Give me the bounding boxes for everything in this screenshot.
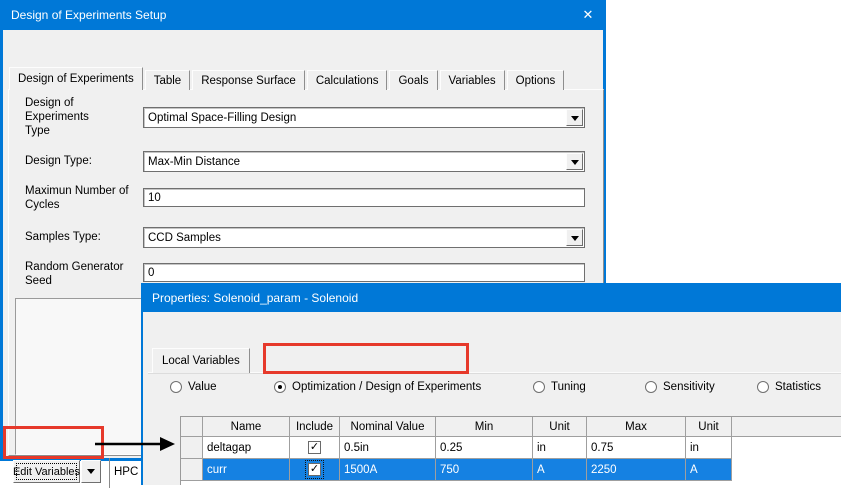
radio-tuning-label: Tuning — [551, 381, 586, 393]
doe-dialog-title: Design of Experiments Setup — [11, 8, 167, 22]
doe-type-value: Optimal Space-Filling Design — [148, 111, 297, 124]
tab-design-of-experiments[interactable]: Design of Experiments — [9, 67, 143, 90]
cell-nominal[interactable]: 1500A — [340, 459, 436, 481]
header-selector — [181, 417, 203, 437]
header-unit-max: Unit — [686, 417, 732, 437]
table-header-row: Name Include Nominal Value Min Unit Max … — [181, 417, 841, 437]
tab-options[interactable]: Options — [506, 70, 565, 90]
properties-dialog-body: Local Variables Value Optimization / Des… — [143, 312, 841, 485]
close-icon: ✕ — [582, 7, 594, 22]
radio-selected-icon — [274, 381, 286, 393]
cell-min[interactable]: 750 — [436, 459, 533, 481]
properties-dialog: Properties: Solenoid_param - Solenoid Lo… — [141, 283, 841, 485]
radio-optimization-doe[interactable]: Optimization / Design of Experiments — [274, 381, 481, 393]
properties-dialog-titlebar[interactable]: Properties: Solenoid_param - Solenoid — [141, 283, 841, 312]
doe-dialog-titlebar[interactable]: Design of Experiments Setup — [0, 0, 606, 30]
samples-type-combobox[interactable]: CCD Samples — [143, 227, 585, 248]
tab-variables[interactable]: Variables — [439, 70, 505, 90]
close-button[interactable]: ✕ — [576, 4, 600, 26]
cell-unit-min[interactable]: in — [533, 437, 587, 459]
cell-unit-min[interactable]: A — [533, 459, 587, 481]
samples-type-value: CCD Samples — [148, 231, 221, 244]
doe-type-label: Design of Experiments Type — [25, 97, 89, 137]
radio-icon — [645, 381, 657, 393]
header-nominal-value: Nominal Value — [340, 417, 436, 437]
radio-sensitivity[interactable]: Sensitivity — [645, 381, 715, 393]
radio-icon — [170, 381, 182, 393]
tab-local-variables[interactable]: Local Variables — [152, 348, 250, 373]
random-seed-input[interactable]: 0 — [143, 263, 585, 282]
header-unit-min: Unit — [533, 417, 587, 437]
cell-include[interactable]: ✓ — [290, 437, 340, 459]
dropdown-arrow-icon[interactable] — [566, 229, 583, 246]
dropdown-arrow-icon[interactable] — [566, 153, 583, 170]
max-cycles-label: Maximun Number of Cycles — [25, 185, 129, 211]
radio-sensitivity-label: Sensitivity — [663, 381, 715, 393]
radio-value[interactable]: Value — [170, 381, 217, 393]
radio-icon — [757, 381, 769, 393]
checkbox-checked-icon[interactable]: ✓ — [308, 441, 321, 454]
tab-goals[interactable]: Goals — [389, 70, 438, 90]
radio-optimization-label: Optimization / Design of Experiments — [292, 381, 482, 393]
cell-max[interactable]: 0.75 — [587, 437, 686, 459]
tab-table[interactable]: Table — [144, 70, 191, 90]
cell-unit-max[interactable]: in — [686, 437, 732, 459]
cell-name[interactable]: deltagap — [203, 437, 290, 459]
design-type-combobox[interactable]: Max-Min Distance — [143, 151, 585, 172]
design-type-label: Design Type: — [25, 155, 92, 167]
table-row-curr[interactable]: curr ✓ 1500A 750 A 2250 A — [181, 459, 841, 481]
tab-response-surface[interactable]: Response Surface — [192, 70, 305, 90]
highlight-rectangle-edit-variables — [3, 426, 104, 459]
edit-variables-splitbutton: Edit Variables — [13, 460, 101, 483]
random-seed-value: 0 — [148, 266, 155, 279]
table-row-deltagap[interactable]: deltagap ✓ 0.5in 0.25 in 0.75 in — [181, 437, 841, 459]
variables-table: Name Include Nominal Value Min Unit Max … — [180, 416, 841, 485]
design-type-value: Max-Min Distance — [148, 155, 241, 168]
radio-icon — [533, 381, 545, 393]
dropdown-arrow-icon[interactable] — [566, 109, 583, 126]
cell-min[interactable]: 0.25 — [436, 437, 533, 459]
cell-max[interactable]: 2250 — [587, 459, 686, 481]
properties-dialog-title: Properties: Solenoid_param - Solenoid — [152, 290, 359, 305]
radio-tuning[interactable]: Tuning — [533, 381, 586, 393]
doe-tabstrip: Design of Experiments Table Response Sur… — [9, 67, 566, 90]
radio-statistics[interactable]: Statistics — [757, 381, 821, 393]
button-separator — [109, 458, 110, 488]
row-selector[interactable] — [181, 459, 203, 481]
cell-name[interactable]: curr — [203, 459, 290, 481]
tab-pane-edge — [148, 372, 841, 373]
annotation-arrow — [95, 437, 175, 451]
max-cycles-value: 10 — [148, 191, 161, 204]
header-max: Max — [587, 417, 686, 437]
tab-calculations[interactable]: Calculations — [306, 70, 388, 90]
radio-value-label: Value — [188, 381, 217, 393]
edit-variables-label: Edit Variables — [12, 465, 81, 478]
random-seed-label: Random Generator Seed — [25, 261, 124, 287]
doe-type-combobox[interactable]: Optimal Space-Filling Design — [143, 107, 585, 128]
header-min: Min — [436, 417, 533, 437]
edit-variables-button[interactable]: Edit Variables — [13, 460, 80, 483]
row-selector[interactable] — [181, 437, 203, 459]
cell-include[interactable]: ✓ — [290, 459, 340, 481]
highlight-rectangle-optimization — [263, 343, 469, 374]
edit-variables-dropdown-button[interactable] — [81, 460, 101, 483]
header-filler — [732, 417, 841, 437]
dropdown-arrow-icon — [87, 469, 95, 478]
radio-statistics-label: Statistics — [775, 381, 822, 393]
header-include: Include — [290, 417, 340, 437]
hpc-options-button-partial[interactable]: HPC a — [114, 466, 148, 478]
header-name: Name — [203, 417, 290, 437]
cell-unit-max[interactable]: A — [686, 459, 732, 481]
samples-type-label: Samples Type: — [25, 231, 101, 243]
max-cycles-input[interactable]: 10 — [143, 188, 585, 207]
cell-nominal[interactable]: 0.5in — [340, 437, 436, 459]
checkbox-checked-icon[interactable]: ✓ — [305, 460, 324, 479]
